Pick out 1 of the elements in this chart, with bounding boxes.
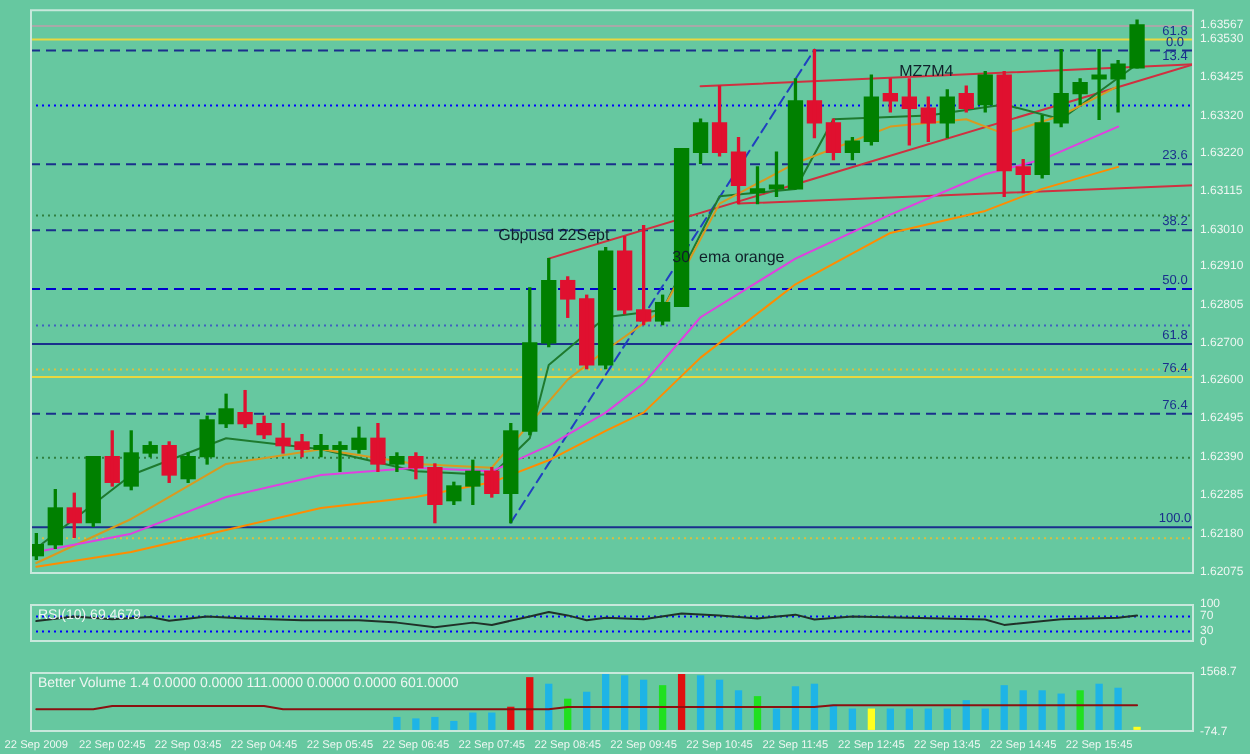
annotation: Gbpusd 22Sept bbox=[498, 225, 611, 244]
